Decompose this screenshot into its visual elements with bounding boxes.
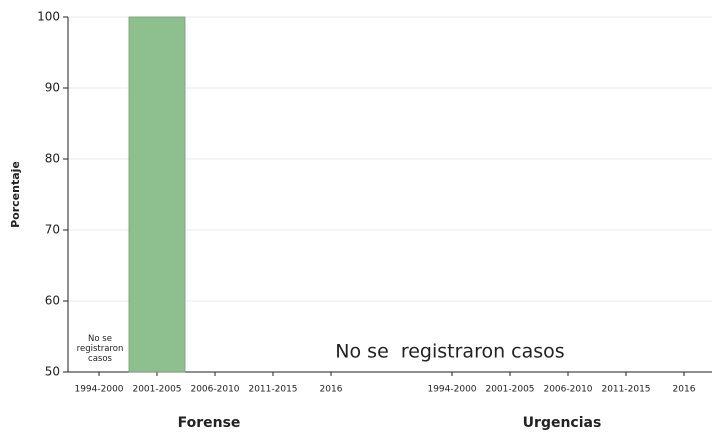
panel-title: Forense: [178, 415, 241, 431]
x-tick-label: 2006-2010: [190, 385, 239, 395]
x-tick-label: 2011-2015: [601, 385, 650, 395]
x-tick-label: 2016: [320, 385, 343, 395]
y-axis-label: Porcentaje: [9, 161, 22, 228]
x-tick-label: 2001-2005: [485, 385, 534, 395]
y-tick-label: 70: [45, 223, 60, 237]
x-tick-label: 1994-2000: [427, 385, 476, 395]
x-tick-label: 1994-2000: [74, 385, 123, 395]
y-tick-label: 100: [37, 10, 60, 24]
y-tick-label: 80: [45, 152, 60, 166]
y-tick-label: 50: [45, 365, 60, 379]
annotation: No se registraron casos: [335, 341, 564, 363]
x-tick-label: 2011-2015: [248, 385, 297, 395]
x-tick-label: 2006-2010: [543, 385, 592, 395]
bar: [128, 16, 186, 373]
y-tick-label: 60: [45, 294, 60, 308]
panel-title: Urgencias: [523, 415, 602, 431]
x-tick-label: 2016: [673, 385, 696, 395]
annotation: No se registraron casos: [76, 334, 124, 364]
annotation-text: No se registraron casos: [76, 334, 124, 364]
x-tick-label: 2001-2005: [132, 385, 181, 395]
y-tick-label: 90: [45, 81, 60, 95]
